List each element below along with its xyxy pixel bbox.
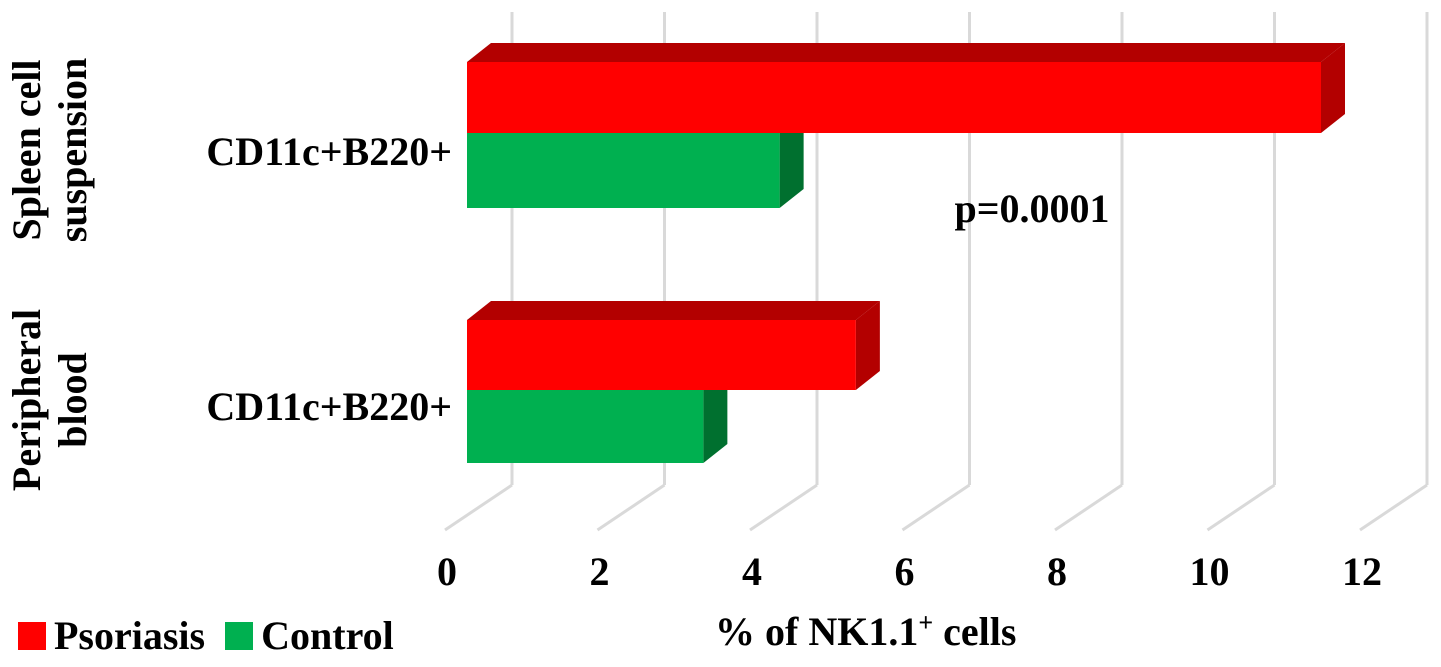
bar-psoriasis xyxy=(467,320,856,390)
legend-item-control: Control xyxy=(225,612,394,659)
bar-top-psoriasis xyxy=(467,301,880,320)
p-value-annotation: p=0.0001 xyxy=(954,186,1109,231)
category-label: CD11c+B220+ xyxy=(206,129,452,174)
legend: Psoriasis Control xyxy=(18,612,414,659)
group-label-line: Spleen cell xyxy=(4,59,49,240)
group-label-line: Peripheral xyxy=(4,309,49,491)
gridline-floor xyxy=(1359,483,1428,532)
legend-label-psoriasis: Psoriasis xyxy=(54,613,206,658)
legend-swatch-psoriasis xyxy=(18,621,46,650)
group-label: Peripheralblood xyxy=(4,309,95,491)
x-tick-labels: 0 2 4 6 8 10 12 xyxy=(437,549,1382,594)
bar-side-control xyxy=(703,371,728,463)
bar-top-psoriasis xyxy=(467,43,1345,62)
gridline-floor xyxy=(596,483,666,532)
bars xyxy=(467,43,1345,463)
x-axis-label: % of NK1.1+ cells xyxy=(715,608,1016,655)
x-tick-label: 0 xyxy=(437,549,457,594)
x-tick-label: 2 xyxy=(590,549,610,594)
gridline-floor xyxy=(444,483,513,532)
x-axis-label-main: % of NK1.1 xyxy=(715,609,919,654)
gridline-floor xyxy=(749,483,818,532)
bar-psoriasis xyxy=(467,62,1321,133)
bar-side-control xyxy=(779,114,804,208)
x-axis-label-sup: + xyxy=(918,608,934,637)
x-axis-label-tail: cells xyxy=(933,609,1017,654)
bar-control xyxy=(467,133,780,208)
gridline-floor xyxy=(1206,483,1276,532)
category-labels: CD11c+B220+ CD11c+B220+ xyxy=(206,129,452,429)
group-label-line: blood xyxy=(50,352,95,448)
gridline-floor xyxy=(1054,483,1123,532)
gridline-floor xyxy=(901,483,971,532)
bar-side-psoriasis xyxy=(1321,43,1345,133)
group-label: Spleen cellsuspension xyxy=(4,58,95,243)
bar-control xyxy=(467,390,704,463)
category-label: CD11c+B220+ xyxy=(206,384,452,429)
legend-item-psoriasis: Psoriasis xyxy=(18,612,205,659)
x-tick-label: 8 xyxy=(1047,549,1067,594)
x-tick-label: 12 xyxy=(1342,549,1382,594)
legend-label-control: Control xyxy=(261,613,394,658)
group-labels: Spleen cellsuspension Peripheralblood xyxy=(4,58,95,491)
bar-side-psoriasis xyxy=(855,301,880,390)
x-tick-label: 6 xyxy=(895,549,915,594)
x-tick-label: 10 xyxy=(1190,549,1230,594)
group-label-line: suspension xyxy=(50,58,95,243)
x-tick-label: 4 xyxy=(742,549,762,594)
legend-swatch-control xyxy=(225,621,254,650)
